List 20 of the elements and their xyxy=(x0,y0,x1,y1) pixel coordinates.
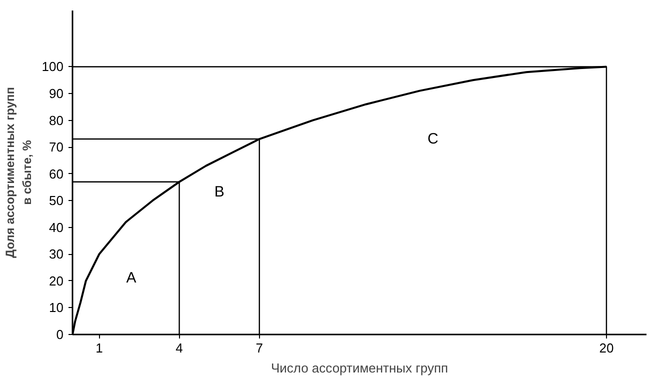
y-tick-label: 40 xyxy=(49,220,64,235)
y-tick-label: 0 xyxy=(56,327,64,342)
annotation: C xyxy=(428,130,438,148)
x-tick-label: 7 xyxy=(256,340,264,356)
x-tick-label: 20 xyxy=(599,340,614,356)
y-axis-title: Доля ассортиментных групп в сбыте, % xyxy=(3,87,34,258)
y-tick-label: 60 xyxy=(49,166,64,182)
y-tick-label: 10 xyxy=(49,300,64,316)
y-tick-label: 90 xyxy=(49,86,64,102)
x-tick-label: 4 xyxy=(176,340,183,356)
x-tick-label: 1 xyxy=(96,340,103,356)
x-axis-title: Число ассортиментных групп xyxy=(270,360,448,376)
y-tick-label: 20 xyxy=(49,273,64,288)
y-tick-label: 30 xyxy=(49,246,64,262)
y-tick-label: 100 xyxy=(42,59,64,74)
annotation: A xyxy=(126,270,136,287)
y-tick-label: 70 xyxy=(49,140,64,155)
annotation: B xyxy=(214,183,224,200)
y-tick-label: 50 xyxy=(49,193,64,208)
y-tick-label: 80 xyxy=(49,112,64,128)
